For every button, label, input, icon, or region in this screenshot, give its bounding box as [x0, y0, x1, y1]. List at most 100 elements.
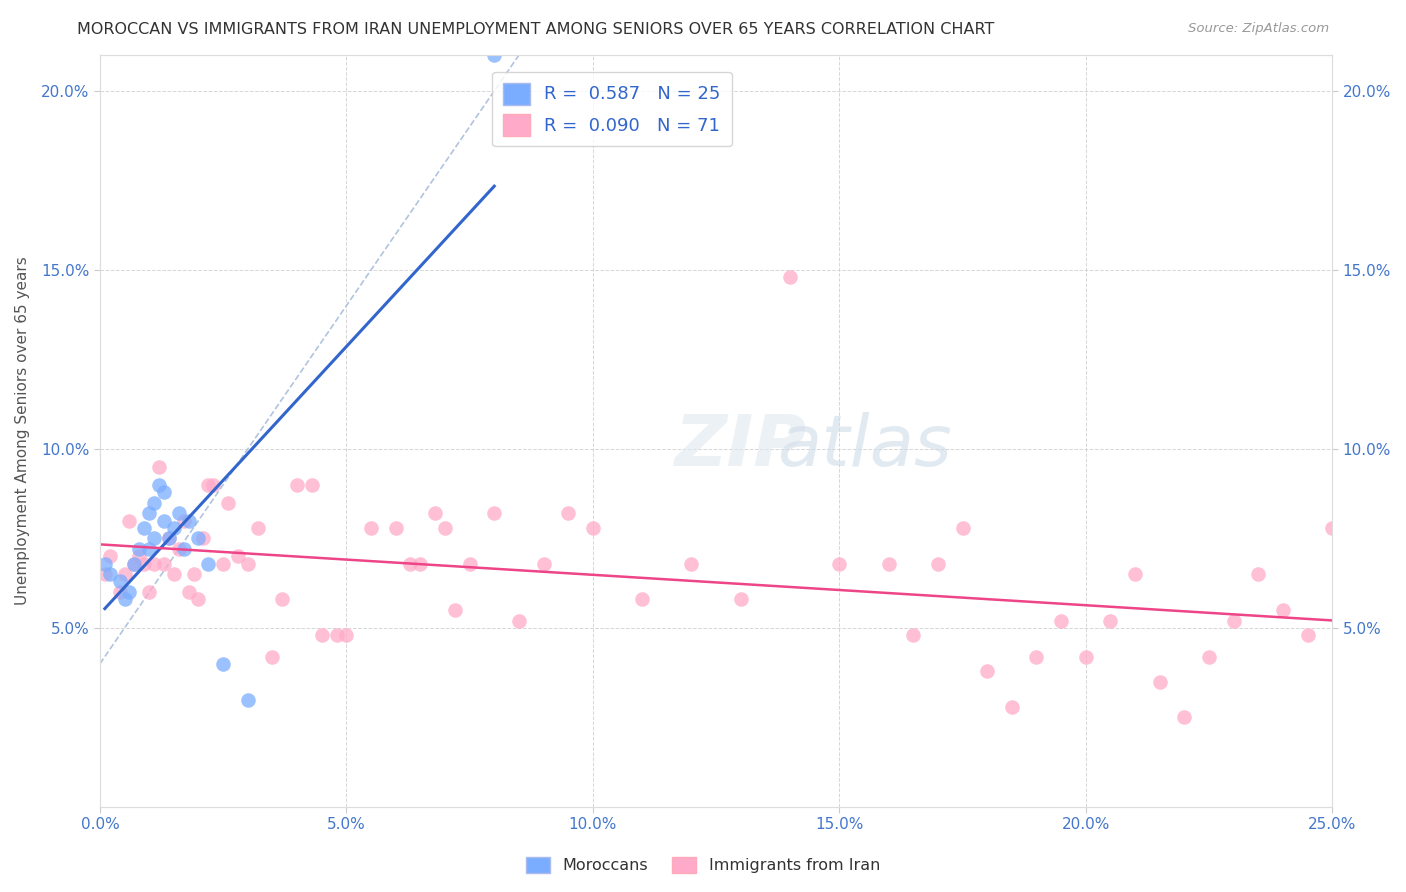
Point [828, 557, 851, 571]
Point [952, 521, 974, 535]
Point [1099, 614, 1122, 628]
Point [236, 692, 259, 706]
Point [108, 585, 131, 599]
Legend: Moroccans, Immigrants from Iran: Moroccans, Immigrants from Iran [519, 850, 887, 880]
Point [163, 567, 186, 582]
Point [976, 664, 998, 678]
Point [108, 574, 131, 589]
Point [212, 557, 235, 571]
Point [183, 567, 205, 582]
Point [301, 477, 323, 491]
Point [1025, 649, 1047, 664]
Point [1271, 603, 1294, 617]
Point [409, 557, 432, 571]
Point [167, 542, 190, 557]
Point [1001, 699, 1024, 714]
Point [311, 628, 333, 642]
Point [360, 521, 382, 535]
Point [177, 585, 200, 599]
Point [193, 532, 215, 546]
Point [143, 532, 166, 546]
Point [271, 592, 294, 607]
Point [153, 557, 176, 571]
Point [557, 507, 579, 521]
Point [262, 649, 284, 664]
Point [1322, 521, 1344, 535]
Point [173, 542, 195, 557]
Point [1198, 649, 1220, 664]
Point [877, 557, 900, 571]
Point [124, 557, 146, 571]
Point [163, 521, 186, 535]
Point [681, 557, 703, 571]
Point [177, 514, 200, 528]
Point [335, 628, 357, 642]
Point [285, 477, 308, 491]
Point [325, 628, 347, 642]
Point [94, 557, 117, 571]
Point [148, 477, 170, 491]
Point [508, 614, 530, 628]
Point [631, 592, 654, 607]
Point [903, 628, 925, 642]
Point [187, 592, 209, 607]
Point [779, 270, 801, 285]
Point [1222, 614, 1244, 628]
Point [217, 496, 239, 510]
Point [399, 557, 422, 571]
Point [124, 557, 146, 571]
Point [118, 514, 141, 528]
Point [157, 532, 180, 546]
Point [153, 514, 176, 528]
Point [1247, 567, 1270, 582]
Point [927, 557, 949, 571]
Point [1296, 628, 1319, 642]
Point [533, 557, 555, 571]
Point [423, 507, 446, 521]
Point [128, 549, 150, 564]
Point [134, 521, 156, 535]
Point [443, 603, 465, 617]
Point [98, 567, 121, 582]
Point [148, 459, 170, 474]
Y-axis label: Unemployment Among Seniors over 65 years: Unemployment Among Seniors over 65 years [15, 257, 30, 606]
Point [118, 585, 141, 599]
Point [153, 484, 176, 499]
Point [246, 521, 269, 535]
Point [212, 657, 235, 671]
Point [202, 477, 225, 491]
Point [1074, 649, 1097, 664]
Point [143, 496, 166, 510]
Point [1173, 710, 1195, 724]
Point [226, 549, 249, 564]
Point [236, 557, 259, 571]
Point [384, 521, 406, 535]
Point [114, 592, 136, 607]
Point [138, 507, 160, 521]
Point [173, 514, 195, 528]
Point [114, 567, 136, 582]
Point [167, 507, 190, 521]
Point [1050, 614, 1073, 628]
Point [98, 549, 121, 564]
Point [458, 557, 481, 571]
Point [730, 592, 752, 607]
Point [1123, 567, 1146, 582]
Point [197, 477, 219, 491]
Point [1149, 674, 1171, 689]
Point [197, 557, 219, 571]
Point [128, 542, 150, 557]
Point [138, 542, 160, 557]
Point [94, 567, 117, 582]
Point [134, 557, 156, 571]
Legend: R =  0.587   N = 25, R =  0.090   N = 71: R = 0.587 N = 25, R = 0.090 N = 71 [492, 71, 731, 146]
Text: atlas: atlas [776, 411, 952, 481]
Point [143, 557, 166, 571]
Point [433, 521, 456, 535]
Point [138, 585, 160, 599]
Text: Source: ZipAtlas.com: Source: ZipAtlas.com [1188, 22, 1329, 36]
Point [582, 521, 605, 535]
Text: MOROCCAN VS IMMIGRANTS FROM IRAN UNEMPLOYMENT AMONG SENIORS OVER 65 YEARS CORREL: MOROCCAN VS IMMIGRANTS FROM IRAN UNEMPLO… [77, 22, 994, 37]
Point [187, 532, 209, 546]
Point [484, 48, 506, 62]
